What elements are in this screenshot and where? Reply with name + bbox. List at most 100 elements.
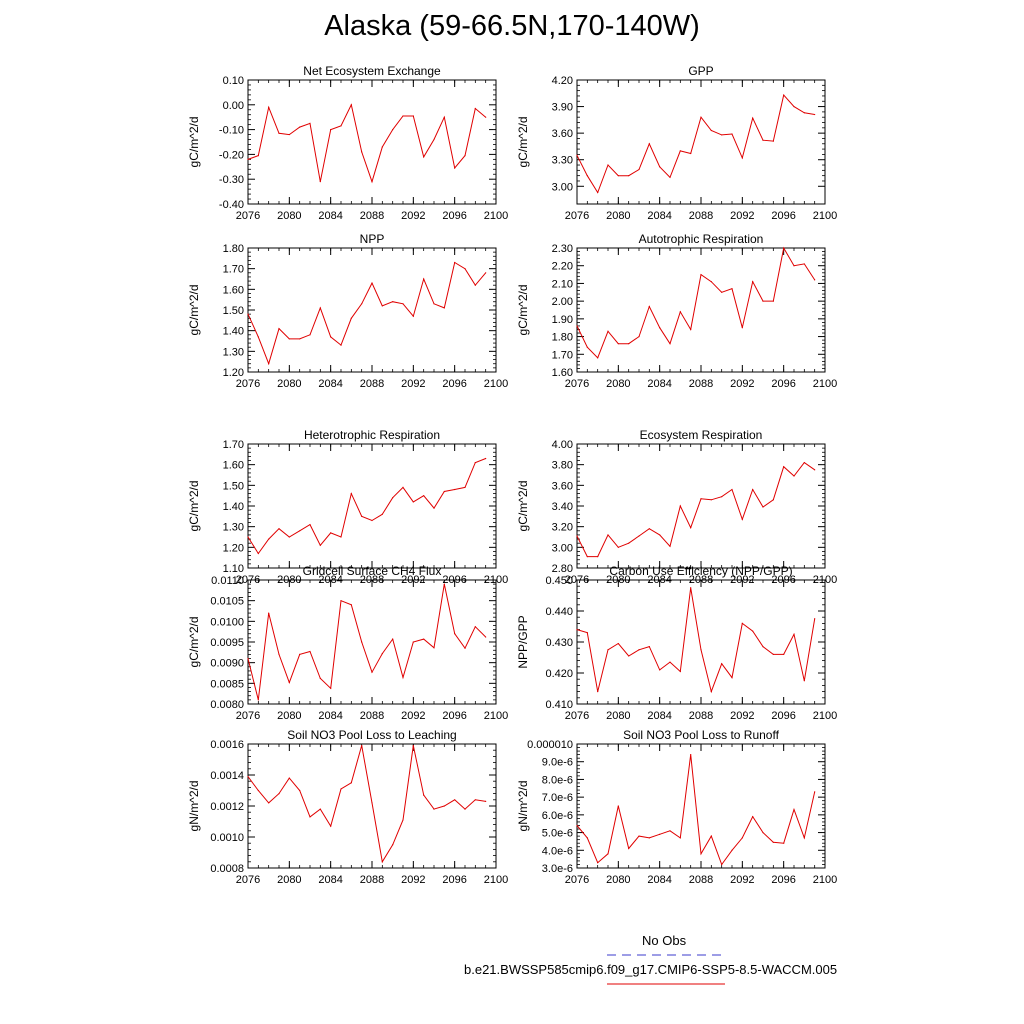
y-tick-label: 3.60 <box>552 128 573 140</box>
x-tick-label: 2092 <box>730 378 754 390</box>
data-point <box>617 546 619 548</box>
data-point <box>597 556 599 558</box>
y-tick-label: 1.20 <box>223 542 244 554</box>
x-tick-label: 2080 <box>606 378 630 390</box>
data-point <box>700 273 702 276</box>
x-tick-label: 2092 <box>401 874 425 886</box>
data-point <box>648 143 650 145</box>
data-point <box>659 534 661 536</box>
data-point <box>443 805 445 807</box>
data-point <box>648 646 650 648</box>
legend-model-label: b.e21.BWSSP585cmip6.f09_g17.CMIP6-SSP5-8… <box>464 962 838 977</box>
data-point <box>443 116 445 118</box>
data-point <box>638 649 640 651</box>
plot-frame <box>576 247 826 373</box>
data-point <box>710 835 712 837</box>
data-point <box>710 281 712 283</box>
data-point <box>319 544 321 546</box>
y-tick-label: 1.70 <box>223 439 244 451</box>
data-point <box>814 113 816 116</box>
data-point <box>772 300 774 302</box>
data-point <box>278 793 280 795</box>
data-point <box>700 116 702 118</box>
data-point <box>690 587 692 589</box>
data-point <box>340 125 342 127</box>
data-point <box>752 488 754 491</box>
data-point <box>669 176 671 179</box>
data-point <box>772 841 774 843</box>
data-point <box>340 600 342 602</box>
y-tick-label: 2.30 <box>552 243 573 255</box>
data-point <box>474 284 476 286</box>
chart-title: Ecosystem Respiration <box>640 428 763 442</box>
x-tick-label: 2096 <box>442 710 466 722</box>
data-point <box>361 303 363 305</box>
y-tick-label: 0.410 <box>545 699 573 711</box>
data-point <box>597 191 599 194</box>
data-point <box>793 105 795 108</box>
y-tick-label: 3.0e-6 <box>542 863 573 875</box>
data-point <box>752 816 754 818</box>
data-point <box>690 152 692 155</box>
data-point <box>628 343 630 345</box>
y-tick-label: 0.0016 <box>210 739 244 751</box>
y-tick-label: 3.40 <box>552 501 573 513</box>
y-tick-label: 1.60 <box>552 367 573 379</box>
data-point <box>731 288 733 290</box>
chart-title: Heterotrophic Respiration <box>304 428 440 442</box>
data-point <box>433 808 435 810</box>
data-point <box>721 291 723 293</box>
data-point <box>741 518 743 521</box>
x-tick-label: 2092 <box>730 710 754 722</box>
data-point <box>607 853 609 855</box>
data-point <box>741 622 743 625</box>
data-point <box>412 501 414 503</box>
x-tick-label: 2076 <box>565 874 589 886</box>
x-tick-label: 2088 <box>689 378 713 390</box>
plot-frame <box>576 79 826 205</box>
data-point <box>257 789 259 792</box>
y-tick-label: 3.20 <box>552 522 573 534</box>
data-point <box>402 486 404 488</box>
data-point <box>412 641 414 643</box>
y-axis-label: gN/m^2/d <box>187 781 201 832</box>
data-point <box>268 538 270 540</box>
x-tick-label: 2100 <box>813 874 837 886</box>
y-tick-label: 7.0e-6 <box>542 792 573 804</box>
y-tick-label: 0.0008 <box>210 863 244 875</box>
data-point <box>752 117 754 119</box>
x-tick-label: 2088 <box>360 378 384 390</box>
x-tick-label: 2080 <box>277 710 301 722</box>
chart-title: Soil NO3 Pool Loss to Runoff <box>623 728 780 742</box>
y-tick-label: 1.80 <box>223 243 244 255</box>
page-title: Alaska (59-66.5N,170-140W) <box>324 10 700 42</box>
data-point <box>721 863 723 866</box>
data-point <box>309 122 311 124</box>
x-tick-label: 2092 <box>401 378 425 390</box>
data-point <box>710 499 712 501</box>
data-point <box>648 837 650 839</box>
data-point <box>288 681 290 684</box>
y-tick-label: 0.440 <box>545 606 573 618</box>
y-tick-label: 1.20 <box>223 367 244 379</box>
data-point <box>814 791 816 793</box>
data-point <box>710 691 712 693</box>
plot-frame <box>247 247 497 373</box>
data-point <box>659 327 661 329</box>
data-point <box>690 754 692 756</box>
data-point <box>679 670 681 673</box>
x-tick-label: 2096 <box>771 710 795 722</box>
data-point <box>485 636 487 638</box>
x-tick-label: 2092 <box>401 710 425 722</box>
data-point <box>772 653 774 656</box>
data-point <box>381 652 383 655</box>
data-point <box>803 680 805 682</box>
data-point <box>402 676 404 679</box>
x-tick-label: 2092 <box>401 210 425 222</box>
data-point <box>350 317 352 319</box>
y-tick-label: 0.420 <box>545 668 573 680</box>
data-point <box>371 671 373 673</box>
x-tick-label: 2084 <box>647 210 671 222</box>
chart-panel-2: 2076 2080 2084 2088 2092 2096 2100 3.00 3.30 3.60… <box>516 64 837 222</box>
data-point <box>299 338 301 340</box>
